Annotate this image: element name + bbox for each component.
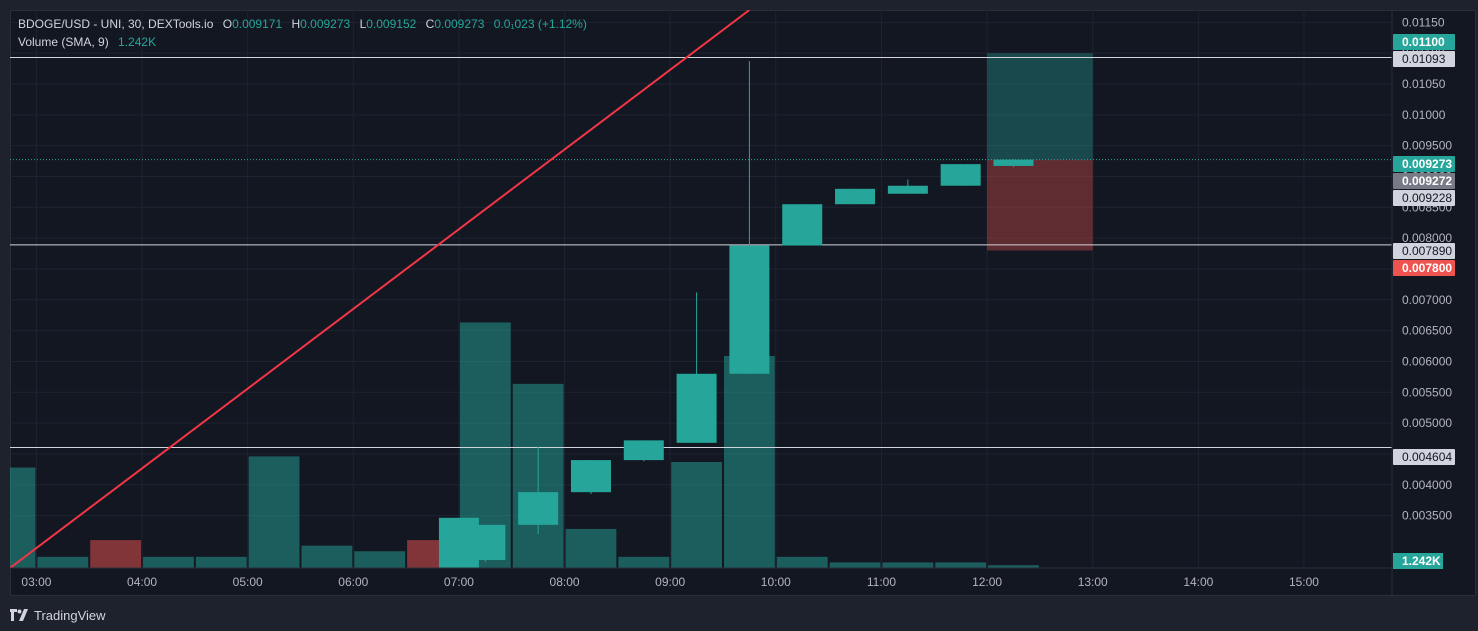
candle-body: [518, 492, 559, 525]
candle-body: [676, 373, 717, 443]
brand-label: TradingView: [34, 607, 106, 623]
y-tick-label: 0.005000: [1402, 416, 1452, 430]
open-value: 0.009171: [232, 17, 283, 31]
volume-bar: [724, 355, 775, 568]
y-tick-label: 0.008000: [1402, 231, 1452, 245]
x-tick-label: 04:00: [127, 575, 157, 589]
volume-axis-label: 1.242K: [1402, 554, 1441, 568]
price-axis-label-bg: [1393, 260, 1455, 276]
x-tick-label: 08:00: [550, 575, 580, 589]
price-axis-label-bg: [1393, 173, 1455, 189]
price-axis-label: 0.01093: [1402, 52, 1446, 66]
candle-body: [623, 440, 664, 461]
y-tick-label: 0.006500: [1402, 324, 1452, 338]
change-value: 0.0₁023 (+1.12%): [493, 17, 587, 31]
candle-body: [729, 245, 770, 374]
price-axis-label: 0.009272: [1402, 174, 1452, 188]
tradingview-logo-icon: [10, 609, 28, 621]
volume-bar: [829, 562, 881, 568]
x-tick-label: 05:00: [233, 575, 263, 589]
price-axis-label-bg: [1393, 190, 1455, 206]
y-tick-label: 0.003500: [1402, 509, 1452, 523]
footer-brand[interactable]: TradingView: [10, 606, 106, 624]
x-tick-label: 14:00: [1183, 575, 1213, 589]
candlestick-chart[interactable]: 0.0035000.0040000.0045000.0050000.005500…: [0, 0, 1478, 600]
volume-bar: [776, 556, 828, 568]
volume-bar: [671, 461, 723, 568]
open-label: O: [222, 17, 233, 31]
x-tick-label: 09:00: [655, 575, 685, 589]
plot-area: [10, 10, 1392, 568]
x-tick-label: 03:00: [21, 575, 51, 589]
symbol-title: BDOGE/USD - UNI, 30, DEXTools.io: [18, 17, 214, 31]
volume-bar: [988, 565, 1039, 568]
x-tick-label: 12:00: [972, 575, 1002, 589]
trendline: [10, 10, 751, 568]
price-axis-label: 0.009228: [1402, 191, 1452, 205]
price-axis-label: 0.007800: [1402, 261, 1452, 275]
volume-bar: [195, 556, 247, 568]
y-tick-label: 0.01000: [1402, 108, 1446, 122]
ohlc-legend: BDOGE/USD - UNI, 30, DEXTools.io O0.0091…: [18, 17, 587, 31]
volume-bar: [354, 551, 406, 568]
candle-body: [570, 460, 611, 493]
y-tick-label: 0.01150: [1402, 15, 1445, 29]
price-axis-label: 0.004604: [1402, 450, 1452, 464]
price-axis-label-bg: [1393, 449, 1455, 465]
x-tick-label: 06:00: [338, 575, 368, 589]
low-label: L: [359, 17, 367, 31]
volume-bar: [935, 562, 987, 568]
close-label: C: [425, 17, 435, 31]
y-tick-label: 0.005500: [1402, 385, 1452, 399]
candle-body: [940, 164, 981, 186]
candle-body: [887, 185, 928, 194]
low-value: 0.009152: [366, 17, 417, 31]
price-axis-label: 0.009273: [1402, 157, 1452, 171]
y-tick-label: 0.004000: [1402, 478, 1452, 492]
volume-bar: [618, 556, 670, 568]
volume-bar: [37, 556, 89, 568]
volume-axis-label-bg: [1393, 553, 1443, 569]
candle-body: [782, 204, 823, 246]
price-axis-label: 0.01100: [1402, 35, 1445, 49]
candle-body: [465, 524, 506, 560]
high-label: H: [291, 17, 301, 31]
price-axis-label-bg: [1393, 156, 1455, 172]
volume-bar: [565, 528, 617, 568]
volume-bar: [301, 545, 353, 568]
y-tick-label: 0.009500: [1402, 139, 1452, 153]
volume-bar: [90, 540, 142, 568]
y-tick-label: 0.007000: [1402, 293, 1452, 307]
y-tick-label: 0.01050: [1402, 77, 1446, 91]
x-tick-label: 13:00: [1078, 575, 1108, 589]
volume-bar: [143, 556, 194, 568]
volume-legend-label: Volume (SMA, 9): [18, 35, 109, 49]
x-tick-label: 10:00: [761, 575, 791, 589]
candle-body: [835, 188, 876, 205]
candle-body: [993, 159, 1034, 166]
position-stop-zone: [987, 159, 1093, 251]
price-axis-label: 0.007890: [1402, 244, 1452, 258]
high-value: 0.009273: [300, 17, 351, 31]
price-axis-label-bg: [1393, 34, 1455, 50]
x-tick-label: 11:00: [867, 575, 896, 589]
price-axis-label-bg: [1393, 51, 1455, 67]
price-axis-label-bg: [1393, 243, 1455, 259]
close-value: 0.009273: [434, 17, 485, 31]
position-target-zone: [987, 53, 1093, 160]
volume-bar: [248, 456, 300, 568]
x-tick-label: 15:00: [1289, 575, 1319, 589]
volume-legend-value: 1.242K: [118, 35, 157, 49]
x-tick-label: 07:00: [444, 575, 474, 589]
y-tick-label: 0.006000: [1402, 354, 1452, 368]
volume-bar: [882, 562, 934, 568]
volume-legend: Volume (SMA, 9) 1.242K: [18, 35, 156, 49]
